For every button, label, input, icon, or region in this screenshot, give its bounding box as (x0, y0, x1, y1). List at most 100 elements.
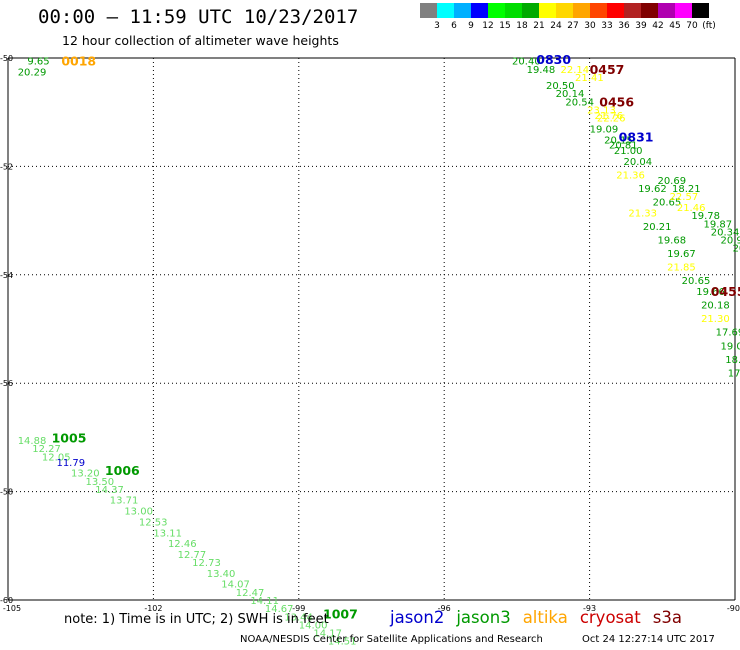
legend-label: 30 (584, 21, 596, 31)
pass-time-label: 0457 (590, 62, 625, 77)
satellite-name-cryosat: cryosat (579, 608, 641, 627)
wave-height-label: 20.34 (711, 227, 740, 238)
legend-labels: 3 6 9 12 15 18 21 24 27 30 33 36 39 42 45 70 (ft) (420, 21, 740, 35)
legend-swatch (420, 3, 437, 18)
legend-label: 39 (635, 21, 647, 31)
footer-org: NOAA/NESDIS Center for Satellite Applica… (240, 634, 543, 645)
wave-height-label: 20.40 (512, 57, 541, 68)
legend-swatch (641, 3, 658, 18)
wave-height-label: 20.21 (643, 222, 672, 233)
wave-height-label: 18.21 (672, 184, 701, 195)
wave-height-label: 20.81 (609, 141, 638, 152)
wave-height-label: 22.14 (561, 65, 590, 76)
legend-label: 42 (652, 21, 664, 31)
wave-height-label: 19.67 (667, 249, 696, 260)
legend-swatch (471, 3, 488, 18)
satellite-name-jason3: jason3 (456, 608, 511, 627)
wave-height-label: 11.79 (56, 458, 85, 469)
wave-height-label: 13.00 (124, 507, 153, 518)
legend-swatch (437, 3, 454, 18)
wave-height-label: 22.26 (597, 114, 626, 125)
legend-swatch (505, 3, 522, 18)
legend-swatch (692, 3, 709, 18)
y-tick-label: -58 (0, 488, 13, 497)
pass-time-label: 0456 (599, 94, 634, 109)
footer-note: note: 1) Time is in UTC; 2) SWH is in fe… (64, 612, 329, 627)
wave-height-label: 22.57 (670, 192, 699, 203)
wave-height-label: 20.65 (653, 198, 682, 209)
legend-swatches (420, 3, 709, 18)
pass-time-label: 0830 (536, 52, 571, 67)
wave-height-label: 21.00 (614, 146, 643, 157)
wave-height-label: 20.13 (733, 244, 740, 255)
wave-height-label: 13.20 (71, 469, 100, 480)
legend-label: 21 (533, 21, 545, 31)
wave-height-label: 14.88 (18, 436, 47, 447)
satellite-name-altika: altika (522, 608, 568, 627)
wave-height-label: 21.30 (701, 314, 730, 325)
legend-label: 70 (686, 21, 698, 31)
wave-height-label: 19.62 (638, 184, 667, 195)
wave-height-label: 14.00 (299, 620, 328, 631)
x-tick-label: -96 (438, 604, 451, 613)
wave-height-label: 20.15 (604, 135, 633, 146)
wave-height-label: 19.48 (527, 65, 556, 76)
wave-height-label: 19.68 (657, 236, 686, 247)
y-tick-label: -50 (0, 54, 13, 63)
legend-swatch (590, 3, 607, 18)
wave-height-label: 20.69 (657, 176, 686, 187)
legend-swatch (454, 3, 471, 18)
wave-height-label: 12.73 (192, 558, 221, 569)
wave-height-label: 17.69 (716, 328, 740, 339)
satellite-name-jason2: jason2 (390, 608, 445, 627)
wave-height-label: 21.76 (594, 111, 623, 122)
axis-ticks: -105 -102 -99 -96 -93 -90 -50 -52 -54 -56 -58 -60 (0, 54, 740, 613)
wave-height-label: 19.66 (696, 287, 725, 298)
pass-time-label: 1007 (323, 607, 358, 622)
wave-height-label: 21.36 (616, 171, 645, 182)
wave-height-label: 13.50 (86, 477, 115, 488)
wave-height-label: 20.18 (701, 301, 730, 312)
wave-height-label: 18.68 (725, 355, 740, 366)
legend-label: 45 (669, 21, 681, 31)
y-tick-label: -56 (0, 379, 13, 388)
legend-label: 33 (601, 21, 613, 31)
page-subtitle: 12 hour collection of altimeter wave hei… (62, 33, 339, 48)
x-tick-label: -105 (3, 604, 21, 613)
wave-height-label: 13.40 (207, 569, 236, 580)
satellite-legend: jason2 jason3 altika cryosat s3a (390, 608, 694, 627)
wave-height-label: 19.87 (703, 219, 732, 230)
legend-label: 12 (482, 21, 494, 31)
wave-height-label: 21.46 (677, 203, 706, 214)
wave-height-label: 12.27 (32, 444, 61, 455)
legend-label: 9 (468, 21, 474, 31)
wave-height-label: 9.65 (27, 57, 49, 68)
legend-swatch (522, 3, 539, 18)
wave-height-label: 19.78 (691, 211, 720, 222)
x-tick-label: -102 (144, 604, 162, 613)
footer-timestamp: Oct 24 12:27:14 UTC 2017 (582, 634, 715, 645)
legend-swatch (573, 3, 590, 18)
y-tick-label: -52 (0, 162, 13, 171)
wave-height-label: 19.09 (590, 124, 619, 135)
wave-height-label: 21.33 (628, 208, 657, 219)
pass-time-label: 0831 (619, 130, 654, 145)
legend-swatch (488, 3, 505, 18)
x-tick-label: -99 (292, 604, 305, 613)
wave-height-label: 20.54 (565, 97, 594, 108)
wave-height-label: 21.41 (575, 73, 604, 84)
legend-label: 27 (567, 21, 579, 31)
wave-height-label: 12.46 (168, 539, 197, 550)
legend-swatch (675, 3, 692, 18)
wave-height-label: 20.14 (556, 89, 585, 100)
wave-height-label: 13.71 (110, 496, 139, 507)
pass-time-labels: 0830 0457 0456 0831 0455 0018 1005 1006 1007 (52, 52, 740, 621)
wave-height-label: 20.04 (624, 157, 653, 168)
legend-label: 24 (550, 21, 562, 31)
legend-swatch (556, 3, 573, 18)
wave-height-label: 12.77 (178, 550, 207, 561)
page-title: 00:00 — 11:59 UTC 10/23/2017 (38, 6, 359, 28)
color-legend: 3 6 9 12 15 18 21 24 27 30 33 36 39 42 45 70 (ft) (420, 3, 716, 31)
wave-height-label: 14.11 (250, 596, 279, 607)
